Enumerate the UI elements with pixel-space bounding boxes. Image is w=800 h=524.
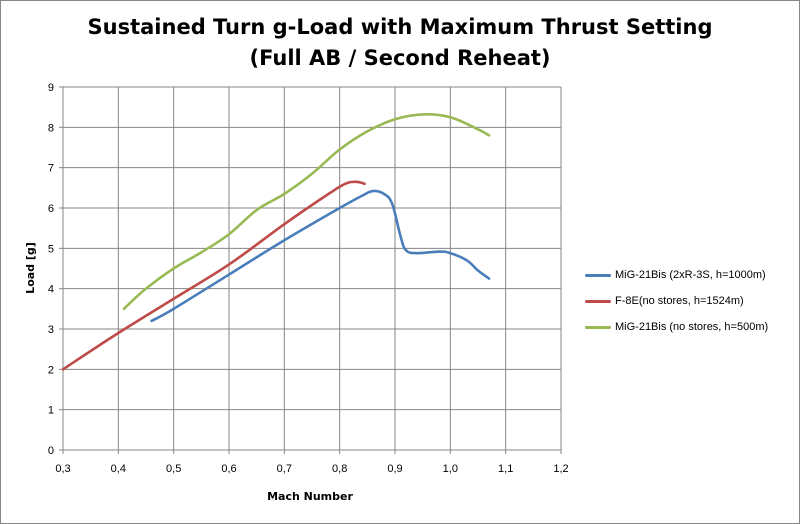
grid — [62, 86, 562, 451]
y-tick-label: 0 — [48, 445, 54, 457]
legend-swatch — [585, 273, 611, 277]
y-tick-label: 8 — [48, 122, 54, 134]
x-tick-label: 0,3 — [55, 463, 70, 475]
chart-title: Sustained Turn g-Load with Maximum Thrus… — [87, 15, 713, 70]
x-tick-label: 1,0 — [443, 463, 458, 475]
y-tick-label: 7 — [48, 163, 54, 175]
legend-item: F-8E(no stores, h=1524m) — [585, 288, 795, 314]
legend-swatch — [585, 299, 611, 303]
axes — [59, 86, 562, 454]
legend-item: MiG-21Bis (no stores, h=500m) — [585, 314, 795, 340]
legend: MiG-21Bis (2xR-3S, h=1000m) F-8E(no store… — [585, 262, 795, 340]
legend-item: MiG-21Bis (2xR-3S, h=1000m) — [585, 262, 795, 288]
x-tick-label: 1,1 — [498, 463, 513, 475]
legend-label: MiG-21Bis (2xR-3S, h=1000m) — [615, 269, 766, 281]
legend-label: MiG-21Bis (no stores, h=500m) — [615, 321, 769, 333]
x-tick-label: 0,7 — [277, 463, 292, 475]
x-tick-label: 0,6 — [221, 463, 236, 475]
legend-label: F-8E(no stores, h=1524m) — [615, 295, 744, 307]
x-tick-label: 0,9 — [387, 463, 402, 475]
y-tick-label: 5 — [48, 243, 54, 255]
series-line-f-8e-no-stores-h-1524m — [61, 180, 366, 371]
y-axis-title: Load [g] — [24, 242, 37, 294]
legend-swatch — [585, 325, 611, 329]
y-tick-label: 1 — [48, 405, 54, 417]
x-axis-title: Mach Number — [267, 490, 353, 503]
y-tick-label: 6 — [48, 203, 54, 215]
tick-labels: 0,3 0,4 0,5 0,6 0,7 0,8 0,9 1,0 1,1 1,2 0 1 2 3 4 5 6 7 8 9 — [48, 82, 569, 475]
y-tick-label: 9 — [48, 82, 54, 94]
y-tick-label: 2 — [48, 364, 54, 376]
x-tick-label: 0,8 — [332, 463, 347, 475]
y-tick-label: 4 — [48, 284, 54, 296]
x-tick-label: 0,4 — [111, 463, 126, 475]
x-tick-label: 1,2 — [553, 463, 568, 475]
series-lines — [61, 113, 491, 371]
x-tick-label: 0,5 — [166, 463, 181, 475]
series-line-mig-21bis-no-stores-h-500m — [122, 113, 491, 311]
series-line-mig-21bis-2xr-3s-h-1000m — [150, 189, 491, 323]
y-tick-label: 3 — [48, 324, 54, 336]
